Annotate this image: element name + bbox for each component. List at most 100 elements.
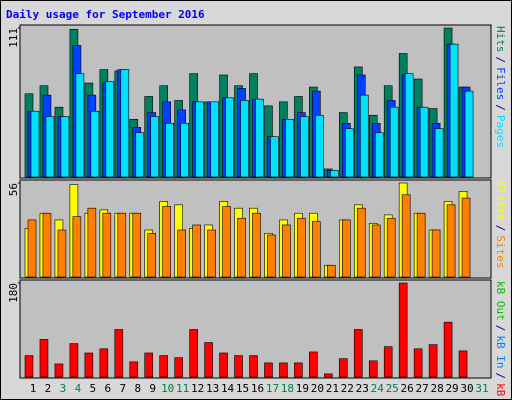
bar: [356, 207, 366, 278]
x-tick-label: 7: [119, 382, 126, 395]
bar: [210, 101, 219, 178]
bar: [353, 329, 363, 378]
bar: [24, 355, 34, 378]
bar: [87, 207, 97, 278]
bar: [449, 43, 459, 178]
bar: [255, 98, 264, 178]
x-tick-label: 9: [149, 382, 156, 395]
bar: [434, 128, 444, 178]
bar: [443, 321, 453, 378]
bar: [404, 73, 414, 178]
bar: [102, 212, 112, 278]
x-tick-label: 1: [30, 382, 37, 395]
bar: [222, 206, 231, 278]
bar: [72, 216, 82, 278]
bar: [117, 212, 127, 278]
x-tick-label: 22: [341, 382, 354, 395]
bar: [282, 224, 291, 278]
bar: [132, 212, 142, 278]
x-tick-label: 15: [236, 382, 249, 395]
x-tick-label: 21: [326, 382, 339, 395]
x-tick-label: 2: [45, 382, 52, 395]
legend: Hits / Files / Pages: [494, 26, 507, 148]
bar: [279, 362, 288, 378]
legend-entry: kB Out: [494, 281, 507, 321]
bar: [324, 373, 333, 378]
x-tick-label: 17: [266, 382, 279, 395]
bar: [42, 212, 52, 278]
legend-separator: /: [494, 373, 507, 380]
x-tick-label: 18: [281, 382, 294, 395]
bar: [383, 346, 393, 378]
bar: [147, 233, 157, 278]
bar: [338, 358, 348, 378]
bar: [144, 352, 154, 378]
x-tick-label: 26: [401, 382, 414, 395]
bar: [297, 217, 306, 278]
bar: [39, 339, 49, 378]
bar: [114, 329, 124, 378]
bar: [234, 355, 243, 378]
bar: [207, 229, 216, 278]
bar: [75, 73, 85, 178]
y-tick-label: 180: [7, 283, 20, 303]
bar: [413, 348, 423, 378]
x-tick-label: 4: [75, 382, 82, 395]
bar: [240, 100, 249, 178]
bar: [270, 136, 279, 178]
bar: [264, 362, 273, 378]
x-tick-label: 5: [90, 382, 97, 395]
legend: Visits / Sites: [494, 181, 507, 269]
bar: [237, 217, 246, 278]
bar: [189, 329, 198, 378]
bar: [344, 128, 354, 178]
bar: [27, 219, 37, 278]
bar: [368, 360, 378, 378]
bar: [159, 355, 168, 378]
x-tick-label: 8: [134, 382, 141, 395]
x-tick-label: 30: [460, 382, 473, 395]
bar: [389, 106, 399, 178]
bar: [416, 212, 426, 278]
legend-separator: /: [494, 57, 507, 64]
bar: [428, 344, 438, 378]
bar: [249, 355, 258, 378]
bar: [300, 116, 309, 178]
bar: [398, 282, 408, 378]
bar: [401, 194, 411, 278]
bar: [84, 352, 94, 378]
x-tick-label: 19: [296, 382, 309, 395]
legend-entry: Hits: [494, 26, 507, 53]
bar: [99, 348, 109, 378]
bar: [219, 352, 228, 378]
bar: [177, 229, 186, 278]
bar: [341, 219, 351, 278]
x-tick-label: 24: [371, 382, 385, 395]
x-tick-label: 10: [161, 382, 174, 395]
bar: [69, 343, 79, 378]
bar: [309, 351, 318, 378]
bar: [458, 350, 468, 378]
x-tick-label: 13: [206, 382, 219, 395]
y-tick-label: 111: [7, 28, 20, 48]
x-tick-label: 14: [221, 382, 235, 395]
bar: [180, 123, 189, 178]
x-tick-label: 6: [105, 382, 112, 395]
bar: [204, 342, 213, 378]
legend: kB Out / kB In / kB F: [494, 281, 507, 400]
bar: [285, 118, 294, 178]
bar: [195, 101, 204, 178]
x-tick-label: 25: [386, 382, 399, 395]
x-tick-label: 29: [445, 382, 458, 395]
bar: [315, 114, 324, 178]
legend-separator: /: [494, 104, 507, 111]
bar: [54, 363, 64, 378]
bar: [327, 264, 336, 278]
bar: [374, 132, 384, 178]
legend-separator: /: [494, 325, 507, 332]
bar: [330, 169, 339, 178]
x-tick-label: 16: [251, 382, 264, 395]
bar: [446, 204, 456, 278]
